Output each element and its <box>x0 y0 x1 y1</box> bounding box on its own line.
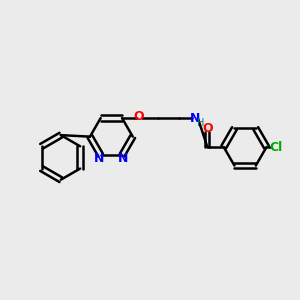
Text: O: O <box>202 122 213 134</box>
Text: N: N <box>94 152 104 165</box>
Text: Cl: Cl <box>269 140 283 154</box>
Text: N: N <box>190 112 200 124</box>
Text: N: N <box>118 152 129 165</box>
Text: H: H <box>196 118 204 128</box>
Text: O: O <box>133 110 144 123</box>
